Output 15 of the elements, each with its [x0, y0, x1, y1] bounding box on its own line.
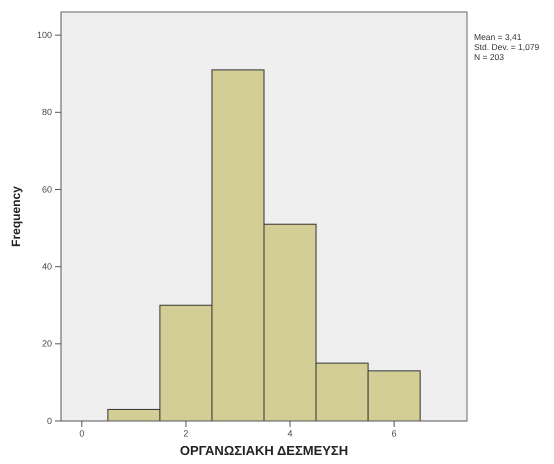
x-tick-label: 4	[288, 428, 293, 438]
y-tick-label: 100	[36, 30, 52, 40]
y-tick-label: 40	[42, 262, 52, 272]
x-axis-title: ΟΡΓΑΝΩΣΙΑΚΗ ΔΕΣΜΕΥΣΗ	[180, 443, 348, 458]
y-tick-label: 0	[46, 416, 52, 426]
y-tick-label: 20	[42, 338, 52, 349]
x-tick-label: 6	[392, 428, 397, 438]
y-tick-label: 80	[42, 107, 52, 118]
text: N = 203	[474, 52, 504, 62]
text: Std. Dev. = 1,079	[474, 42, 540, 52]
x-tick-label: 0	[79, 428, 84, 438]
text: Mean = 3,41	[474, 32, 522, 42]
y-axis-title: Frequency	[9, 186, 23, 247]
x-tick-label: 2	[183, 428, 188, 438]
y-tick-label: 60	[42, 184, 52, 194]
